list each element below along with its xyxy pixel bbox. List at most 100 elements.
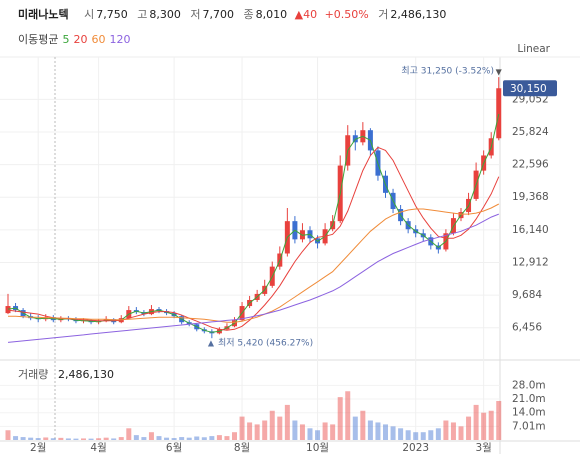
quote-value: 2,486,130 bbox=[390, 8, 447, 21]
quote-label: 거 bbox=[378, 8, 389, 21]
change: 40 bbox=[303, 8, 318, 21]
volume-bar bbox=[390, 426, 396, 440]
high-marker: ▼ bbox=[496, 68, 503, 77]
y-tick-label: 19,368 bbox=[512, 191, 549, 203]
volume-bar bbox=[171, 438, 177, 440]
ma-line bbox=[7, 146, 500, 331]
volume-bar bbox=[473, 404, 479, 440]
volume-bar bbox=[96, 438, 102, 440]
volume-bar bbox=[141, 437, 147, 440]
volume-bar bbox=[322, 422, 328, 440]
volume-bar bbox=[133, 435, 139, 440]
volume-bar bbox=[224, 436, 230, 440]
quote-label: 종 bbox=[243, 8, 254, 21]
scale-label[interactable]: Linear bbox=[517, 43, 550, 55]
volume-bar bbox=[292, 420, 298, 440]
quote-label: 시 bbox=[84, 8, 95, 21]
legend-entry[interactable]: 120 bbox=[109, 33, 131, 46]
change-icon: ▲ bbox=[294, 8, 304, 21]
quote-header: 미래나노텍 시 7,750 고 8,300 저 7,700 종 8,010 ▲40 +0… bbox=[18, 6, 446, 22]
legend-entry[interactable]: 20 bbox=[73, 33, 88, 46]
volume-bar bbox=[420, 432, 426, 440]
volume-bar bbox=[247, 422, 253, 440]
quote-label: 고 bbox=[137, 8, 148, 21]
volume-bar bbox=[254, 424, 260, 440]
x-tick-label: 2월 bbox=[30, 442, 46, 454]
volume-bar bbox=[413, 432, 419, 440]
volume-bar bbox=[65, 438, 71, 440]
high-annotation: 최고 31,250 (-3.52%) bbox=[401, 66, 494, 77]
volume-bar bbox=[269, 410, 275, 440]
price-tag-label: 30,150 bbox=[510, 83, 547, 95]
volume-bar bbox=[352, 416, 358, 440]
volume-bar bbox=[450, 422, 456, 440]
ma-title: 이동평균 bbox=[18, 33, 59, 46]
volume-bar bbox=[435, 428, 441, 440]
volume-bar bbox=[20, 437, 26, 440]
volume-bar bbox=[126, 428, 132, 440]
volume-bar bbox=[58, 437, 64, 440]
x-tick-label: 6월 bbox=[166, 442, 182, 454]
candle-body bbox=[5, 306, 11, 314]
y-tick-label: 6,456 bbox=[512, 322, 542, 334]
volume-bar bbox=[28, 437, 34, 440]
volume-bar bbox=[458, 426, 464, 440]
ma-line bbox=[8, 203, 500, 323]
ma-legend: 이동평균 5 20 60 120 bbox=[18, 31, 130, 47]
volume-bar bbox=[194, 436, 200, 440]
volume-bar bbox=[284, 404, 290, 440]
stock-name: 미래나노텍 bbox=[18, 8, 69, 21]
volume-bar bbox=[5, 430, 11, 440]
volume-bar bbox=[179, 437, 185, 440]
volume-bar bbox=[239, 416, 245, 440]
volume-title: 거래량 bbox=[18, 368, 48, 381]
volume-bar bbox=[209, 436, 215, 440]
x-tick-label: 4월 bbox=[90, 442, 106, 454]
volume-bar bbox=[307, 428, 313, 440]
volume-title-value: 2,486,130 bbox=[58, 368, 114, 381]
quote-value: 7,700 bbox=[202, 8, 234, 21]
x-tick-label: 8월 bbox=[234, 442, 250, 454]
y-tick-label: 29,052 bbox=[512, 93, 549, 105]
volume-bar bbox=[35, 438, 41, 440]
volume-bar bbox=[88, 438, 94, 440]
volume-tick-label: 14.0m bbox=[512, 407, 546, 419]
volume-tick-label: 21.0m bbox=[512, 393, 546, 405]
volume-bar bbox=[262, 420, 268, 440]
volume-bar bbox=[13, 436, 19, 440]
y-tick-label: 16,140 bbox=[512, 224, 549, 236]
volume-tick-label: 7.01m bbox=[512, 420, 546, 432]
volume-bar bbox=[111, 438, 117, 440]
candle-body bbox=[496, 88, 502, 139]
volume-bar bbox=[164, 437, 170, 440]
low-annotation: 최저 5,420 (456.27%) bbox=[218, 338, 313, 349]
ma-line bbox=[7, 213, 499, 343]
volume-bar bbox=[488, 410, 494, 440]
volume-bar bbox=[443, 420, 449, 440]
low-marker: ▲ bbox=[208, 339, 215, 348]
volume-bar bbox=[360, 410, 366, 440]
volume-bar bbox=[201, 437, 207, 440]
volume-tick-label: 28.0m bbox=[512, 379, 546, 391]
volume-bar bbox=[330, 424, 336, 440]
quote-value: 7,750 bbox=[96, 8, 128, 21]
legend-entry[interactable]: 5 bbox=[62, 33, 70, 46]
volume-bar bbox=[398, 428, 404, 440]
quote-value: 8,010 bbox=[255, 8, 288, 21]
volume-bar bbox=[481, 412, 487, 440]
x-tick-label: 2023 bbox=[402, 442, 429, 454]
volume-bar bbox=[345, 391, 351, 440]
y-tick-label: 25,824 bbox=[512, 126, 549, 138]
volume-bar bbox=[43, 437, 49, 440]
volume-bar bbox=[383, 424, 388, 440]
volume-bar bbox=[118, 437, 124, 440]
volume-bar bbox=[156, 436, 162, 440]
volume-bar bbox=[337, 397, 343, 440]
y-tick-label: 9,684 bbox=[512, 289, 542, 301]
volume-bar bbox=[186, 437, 192, 440]
volume-bar bbox=[277, 416, 283, 440]
legend-entry[interactable]: 60 bbox=[91, 33, 106, 46]
volume-bar bbox=[428, 430, 434, 440]
